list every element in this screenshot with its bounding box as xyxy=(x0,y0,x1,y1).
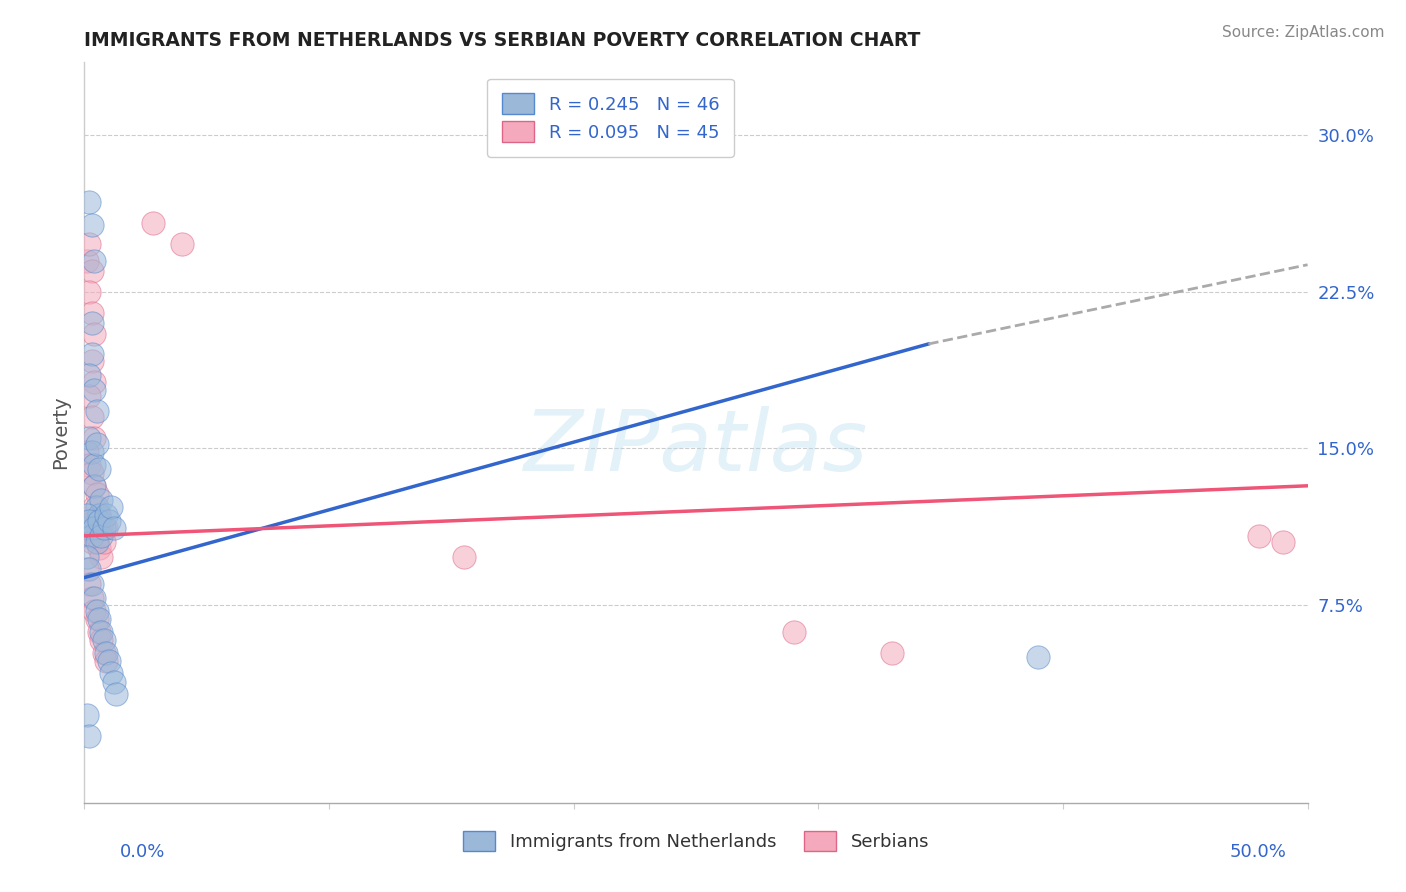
Point xyxy=(83,479,105,493)
Point xyxy=(83,458,105,472)
Point xyxy=(1272,535,1295,549)
Point xyxy=(77,729,100,743)
Legend: Immigrants from Netherlands, Serbians: Immigrants from Netherlands, Serbians xyxy=(450,818,942,864)
Point xyxy=(80,218,103,232)
Point xyxy=(453,549,475,564)
Point xyxy=(90,529,112,543)
Point xyxy=(76,708,98,723)
Point xyxy=(77,562,100,576)
Point xyxy=(77,285,100,299)
Point xyxy=(86,487,108,501)
Point xyxy=(86,535,108,549)
Point xyxy=(77,577,100,591)
Point xyxy=(76,562,98,576)
Point xyxy=(80,577,103,591)
Point xyxy=(96,508,118,522)
Point xyxy=(783,624,806,639)
Point xyxy=(83,500,105,514)
Point xyxy=(83,591,105,606)
Point xyxy=(87,514,110,528)
Point xyxy=(76,445,98,459)
Point xyxy=(80,347,103,361)
Point xyxy=(83,520,105,534)
Point xyxy=(100,500,122,514)
Point xyxy=(93,646,115,660)
Text: IMMIGRANTS FROM NETHERLANDS VS SERBIAN POVERTY CORRELATION CHART: IMMIGRANTS FROM NETHERLANDS VS SERBIAN P… xyxy=(84,30,921,50)
Text: 0.0%: 0.0% xyxy=(120,843,165,861)
Point xyxy=(80,535,103,549)
Point xyxy=(83,326,105,341)
Point xyxy=(80,445,103,459)
Point xyxy=(880,646,903,660)
Point xyxy=(76,529,98,543)
Point xyxy=(103,674,125,689)
Point xyxy=(77,389,100,403)
Point xyxy=(86,514,108,528)
Point xyxy=(142,216,165,230)
Point xyxy=(76,253,98,268)
Point xyxy=(80,316,103,330)
Point xyxy=(97,514,120,528)
Point xyxy=(80,409,103,424)
Point xyxy=(86,529,108,543)
Text: ZIPatlas: ZIPatlas xyxy=(524,406,868,489)
Point xyxy=(90,493,112,508)
Point xyxy=(87,612,110,626)
Text: Source: ZipAtlas.com: Source: ZipAtlas.com xyxy=(1222,25,1385,40)
Point xyxy=(90,520,112,534)
Point xyxy=(87,508,110,522)
Point xyxy=(87,462,110,476)
Point xyxy=(76,508,98,522)
Point xyxy=(103,520,125,534)
Point xyxy=(80,467,103,481)
Point xyxy=(83,479,105,493)
Point xyxy=(96,520,118,534)
Point xyxy=(80,306,103,320)
Point xyxy=(87,624,110,639)
Point xyxy=(105,687,128,701)
Point xyxy=(77,368,100,383)
Point xyxy=(76,520,98,534)
Point xyxy=(83,253,105,268)
Point xyxy=(83,375,105,389)
Point xyxy=(90,549,112,564)
Point xyxy=(77,431,100,445)
Point xyxy=(96,654,118,668)
Point xyxy=(80,591,103,606)
Point xyxy=(93,520,115,534)
Point xyxy=(77,236,100,251)
Point xyxy=(86,500,108,514)
Point xyxy=(83,383,105,397)
Point xyxy=(97,654,120,668)
Text: 50.0%: 50.0% xyxy=(1230,843,1286,861)
Point xyxy=(86,437,108,451)
Point xyxy=(100,666,122,681)
Point xyxy=(86,612,108,626)
Point xyxy=(77,458,100,472)
Point xyxy=(86,604,108,618)
Point xyxy=(80,264,103,278)
Y-axis label: Poverty: Poverty xyxy=(52,396,70,469)
Point xyxy=(90,633,112,648)
Point xyxy=(87,508,110,522)
Point xyxy=(90,624,112,639)
Point xyxy=(83,514,105,528)
Point xyxy=(76,549,98,564)
Point xyxy=(96,646,118,660)
Point xyxy=(77,520,100,534)
Point xyxy=(77,514,100,528)
Point xyxy=(83,431,105,445)
Point xyxy=(86,403,108,417)
Point xyxy=(93,535,115,549)
Point xyxy=(77,195,100,210)
Point xyxy=(80,353,103,368)
Point xyxy=(83,604,105,618)
Point xyxy=(1028,649,1050,664)
Point xyxy=(93,633,115,648)
Point xyxy=(80,529,103,543)
Point xyxy=(87,541,110,556)
Point xyxy=(172,236,194,251)
Point xyxy=(1247,529,1270,543)
